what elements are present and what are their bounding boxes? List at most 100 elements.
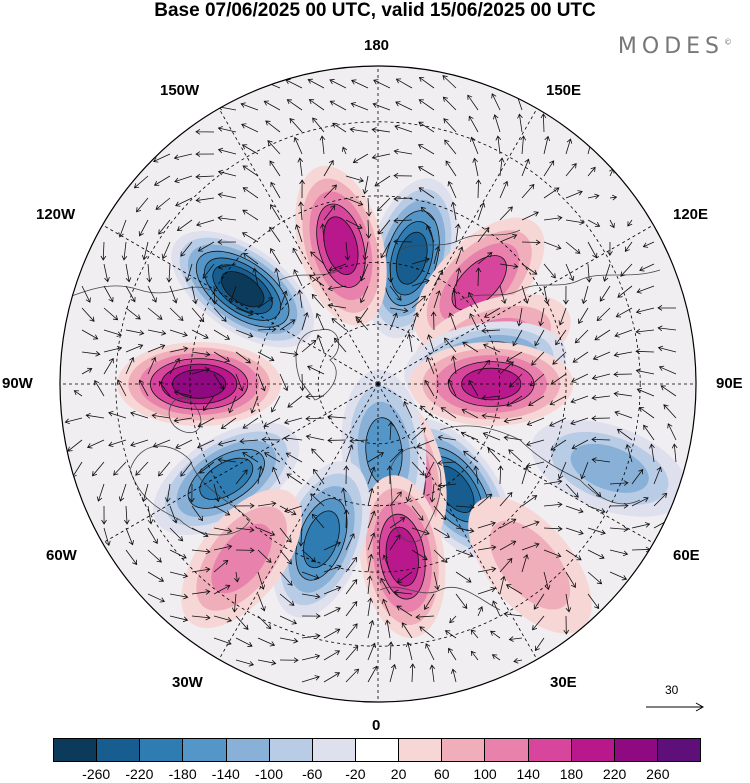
wind-vector-arrow [533,593,545,610]
wind-vector-arrow [279,527,292,543]
colorbar-tick-label: -60 [302,766,323,782]
wind-vector-arrow [509,373,523,388]
wind-vector-arrow [565,241,581,254]
wind-vector-arrow [103,527,111,547]
latitude-circle [115,121,641,647]
meridian-line [102,383,379,544]
wind-vector-arrow [263,417,281,428]
wind-vector-arrow [235,307,254,316]
wind-vector-arrow [609,480,629,486]
colorbar-tick-label: 260 [646,766,670,782]
wind-vector-arrow [517,113,523,133]
wind-vector-arrow [534,637,545,652]
wind-vector-arrow [261,436,281,443]
wind-vector-arrow [351,79,369,89]
wind-vector-arrow [271,466,281,485]
wind-vector-arrow [499,540,517,551]
wind-vector-arrow [367,597,373,617]
wind-vector-arrow [433,527,451,538]
wind-vector-arrow [617,285,633,298]
wind-vector-arrow [526,417,545,426]
wind-vector-arrow [657,325,677,332]
wind-vector-arrow [301,312,309,331]
wind-vector-arrow [512,329,523,347]
logo-text: MODES [617,34,724,59]
wind-vector-arrow [487,447,501,463]
wind-vector-arrow [417,166,435,177]
positive-anomaly [117,342,282,426]
wind-vector-arrow [389,491,402,507]
lon-label-150e: 150E [546,82,582,99]
wind-vector-arrow [667,423,677,441]
colorbar-cell [97,739,141,761]
wind-vector-arrow [217,215,237,222]
wind-vector-arrow [100,241,107,261]
wind-vector-arrow [591,394,611,401]
wind-vector-arrow [367,665,378,683]
wind-vector-arrow [286,99,303,111]
wind-vector-arrow [269,160,281,177]
meridian-line [218,383,379,660]
wind-vector-arrow [329,79,347,89]
lat-lon-grid [60,66,696,702]
wind-vector-arrow [609,526,629,532]
wind-vector-arrow [191,285,198,305]
wind-vector-arrow [217,239,237,245]
latitude-circle [317,323,439,445]
wind-vector-arrow [284,505,303,514]
wind-vector-arrow [108,439,127,448]
map-boundary [59,65,697,703]
wind-vector-arrow [263,452,281,463]
height-anomaly-field [117,165,689,639]
wind-vector-arrow [499,361,514,375]
wind-vector-arrow [175,439,193,449]
wind-vector-arrow [382,598,391,617]
wind-vector-arrow [373,79,391,89]
wind-vector-arrow [499,180,509,199]
wind-vector-arrow [638,406,655,419]
wind-vector-arrow [297,289,303,309]
wind-vector-arrow [477,544,497,551]
wind-vector-arrow [653,466,662,485]
colorbar-tick-label: 220 [602,766,627,782]
wind-vector-arrow [653,492,668,507]
wind-vector-arrow [433,549,448,563]
wind-vector-arrow [125,356,135,375]
wind-vector-arrow [147,505,154,525]
wind-vector-arrow [298,527,304,547]
wind-vector-arrow [635,307,655,315]
wind-vector-arrow [67,439,83,452]
wind-vector-arrow [388,421,394,441]
wind-vector-arrow [323,184,338,199]
wind-vector-arrow [411,461,425,476]
wind-vector-arrow [265,120,281,133]
wind-vector-arrow [213,637,232,646]
wind-vector-arrow [418,76,435,89]
wind-vector-arrow [420,405,435,419]
wind-vector-arrow [360,263,369,282]
wind-vector-arrow [359,285,369,304]
wind-vector-arrow [635,368,655,375]
wind-vector-arrow [125,263,132,283]
wind-vector-arrow [257,465,264,485]
wind-vector-arrow [620,263,633,277]
wind-vector-arrow [389,534,401,551]
wind-vector-arrow [311,448,325,463]
wind-vector-arrow [257,593,266,612]
wind-vector-arrow [320,223,326,243]
wind-vector-arrow [609,194,618,201]
wind-vector-arrow [613,391,633,397]
wind-vector-arrow [614,329,633,338]
wind-vector-arrow [118,483,127,502]
wind-vector-arrow [475,267,482,287]
wind-vector-arrow [596,307,611,322]
wind-vector-arrow [491,654,501,661]
wind-vector-arrow [191,351,211,358]
wind-vector-arrow [213,584,231,595]
wind-vector-arrow [417,144,435,155]
wind-vector-arrow [565,593,572,613]
wind-vector-arrow [323,607,341,617]
wind-vector-arrow [587,241,598,259]
wind-vector-arrow [279,615,298,625]
wind-vector-arrow [250,395,259,414]
